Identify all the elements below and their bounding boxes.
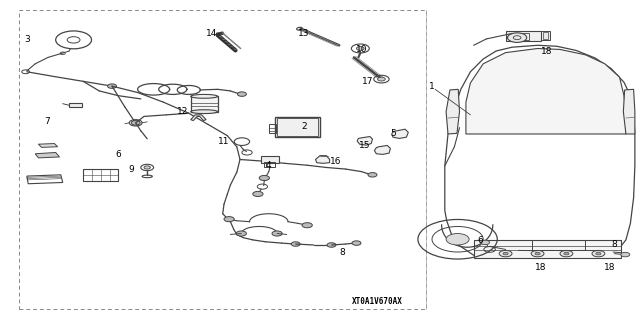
Text: 10: 10 <box>356 45 367 54</box>
Circle shape <box>446 234 469 245</box>
Polygon shape <box>623 89 635 134</box>
Circle shape <box>621 252 630 257</box>
Text: 5: 5 <box>391 130 396 138</box>
Text: 13: 13 <box>298 29 310 38</box>
Bar <box>19 10 426 309</box>
Bar <box>543 32 548 39</box>
Polygon shape <box>316 156 330 163</box>
Text: 6: 6 <box>477 236 483 245</box>
Text: 17: 17 <box>362 77 374 86</box>
Bar <box>83 169 118 181</box>
Circle shape <box>272 231 282 236</box>
Polygon shape <box>216 32 224 35</box>
Circle shape <box>144 166 150 169</box>
Circle shape <box>291 242 300 246</box>
Text: 1: 1 <box>429 82 435 91</box>
Bar <box>261 156 279 163</box>
Circle shape <box>302 223 312 228</box>
Circle shape <box>481 240 490 245</box>
Bar <box>264 162 275 167</box>
Text: 14: 14 <box>205 29 217 38</box>
Circle shape <box>378 77 385 81</box>
Text: 3: 3 <box>24 35 29 44</box>
Circle shape <box>564 252 569 255</box>
Bar <box>277 118 318 136</box>
Bar <box>532 240 585 250</box>
Circle shape <box>237 92 246 96</box>
Circle shape <box>259 175 269 181</box>
Text: 15: 15 <box>359 141 371 150</box>
Circle shape <box>356 47 364 50</box>
Bar <box>474 240 621 258</box>
Circle shape <box>368 173 377 177</box>
Text: 2: 2 <box>301 122 307 130</box>
Text: 18: 18 <box>541 47 553 56</box>
Polygon shape <box>35 152 60 158</box>
Bar <box>191 96 218 112</box>
Polygon shape <box>466 48 626 134</box>
Polygon shape <box>446 89 460 134</box>
Ellipse shape <box>191 110 218 114</box>
Polygon shape <box>357 137 372 145</box>
Text: 8: 8 <box>612 240 617 249</box>
Circle shape <box>352 241 361 245</box>
Text: 8: 8 <box>340 248 345 256</box>
Text: 18: 18 <box>604 263 615 272</box>
Text: 12: 12 <box>177 107 188 116</box>
Bar <box>269 124 276 133</box>
Circle shape <box>236 231 246 236</box>
Text: 7: 7 <box>44 117 49 126</box>
Circle shape <box>131 121 140 125</box>
Text: 6: 6 <box>116 150 121 159</box>
Circle shape <box>508 33 527 42</box>
Bar <box>69 103 82 107</box>
Circle shape <box>535 252 540 255</box>
Circle shape <box>253 191 263 197</box>
Bar <box>541 31 550 40</box>
Circle shape <box>596 252 601 255</box>
Polygon shape <box>392 129 408 138</box>
Bar <box>275 117 320 137</box>
Polygon shape <box>374 145 390 154</box>
Text: 18: 18 <box>535 263 547 272</box>
Text: 16: 16 <box>330 157 342 166</box>
Text: 11: 11 <box>218 137 230 146</box>
Circle shape <box>531 250 544 257</box>
Bar <box>511 33 529 40</box>
Polygon shape <box>191 115 206 121</box>
Circle shape <box>592 250 605 257</box>
Text: 9: 9 <box>129 165 134 174</box>
Circle shape <box>224 217 234 222</box>
Circle shape <box>327 243 336 247</box>
Bar <box>506 31 541 41</box>
Circle shape <box>503 252 508 255</box>
Text: 4: 4 <box>266 161 271 170</box>
Ellipse shape <box>191 94 218 98</box>
Text: XT0A1V670AX: XT0A1V670AX <box>352 297 403 306</box>
Polygon shape <box>38 144 58 147</box>
Circle shape <box>108 84 116 88</box>
Circle shape <box>499 250 512 257</box>
Circle shape <box>560 250 573 257</box>
